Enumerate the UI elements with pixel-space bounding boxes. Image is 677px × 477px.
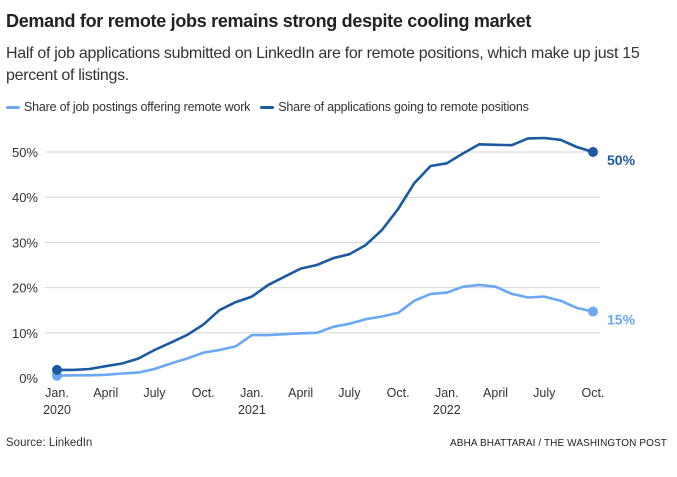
credit-note: ABHA BHATTARAI / THE WASHINGTON POST bbox=[450, 438, 667, 449]
series-end-point bbox=[588, 306, 598, 317]
chart-title: Demand for remote jobs remains strong de… bbox=[6, 11, 532, 31]
x-tick-label: Jan. bbox=[45, 386, 69, 400]
x-tick-label: April bbox=[288, 386, 313, 400]
chart-subtitle: Half of job applications submitted on Li… bbox=[6, 45, 640, 84]
y-tick-label: 0% bbox=[19, 371, 38, 386]
x-tick-year-label: 2022 bbox=[433, 403, 461, 417]
x-tick-label: Oct. bbox=[582, 386, 605, 400]
series-start-point bbox=[52, 364, 62, 375]
x-tick-label: Jan. bbox=[435, 386, 459, 400]
x-tick-year-label: 2020 bbox=[43, 403, 71, 417]
legend-swatch-postings bbox=[6, 105, 20, 109]
series-line-applications bbox=[55, 136, 595, 372]
legend: Share of job postings offering remote wo… bbox=[6, 100, 533, 114]
legend-item-applications: Share of applications going to remote po… bbox=[260, 100, 529, 114]
x-tick-label: April bbox=[483, 386, 508, 400]
x-tick-year-label: 2021 bbox=[238, 403, 266, 417]
legend-label-postings: Share of job postings offering remote wo… bbox=[24, 100, 251, 114]
y-tick-label: 10% bbox=[12, 326, 38, 341]
x-tick-label: Oct. bbox=[192, 386, 215, 400]
series-end-point bbox=[588, 147, 598, 157]
source-note: Source: LinkedIn bbox=[6, 437, 93, 449]
y-tick-label: 50% bbox=[12, 145, 38, 160]
x-tick-label: Oct. bbox=[387, 386, 410, 400]
legend-swatch-applications bbox=[260, 105, 275, 109]
y-tick-label: 30% bbox=[12, 235, 38, 250]
x-tick-label: July bbox=[143, 386, 166, 400]
y-tick-label: 20% bbox=[12, 281, 38, 296]
series-line-postings bbox=[55, 283, 595, 378]
x-tick-label: Jan. bbox=[240, 386, 264, 400]
y-tick-label: 40% bbox=[12, 190, 38, 205]
legend-label-applications: Share of applications going to remote po… bbox=[278, 100, 529, 114]
legend-item-postings: Share of job postings offering remote wo… bbox=[6, 100, 250, 114]
x-tick-label: July bbox=[533, 386, 556, 400]
x-tick-label: July bbox=[338, 386, 361, 400]
x-tick-label: April bbox=[93, 386, 118, 400]
series-end-label: 50% bbox=[607, 152, 636, 168]
series-end-label: 15% bbox=[607, 312, 636, 328]
